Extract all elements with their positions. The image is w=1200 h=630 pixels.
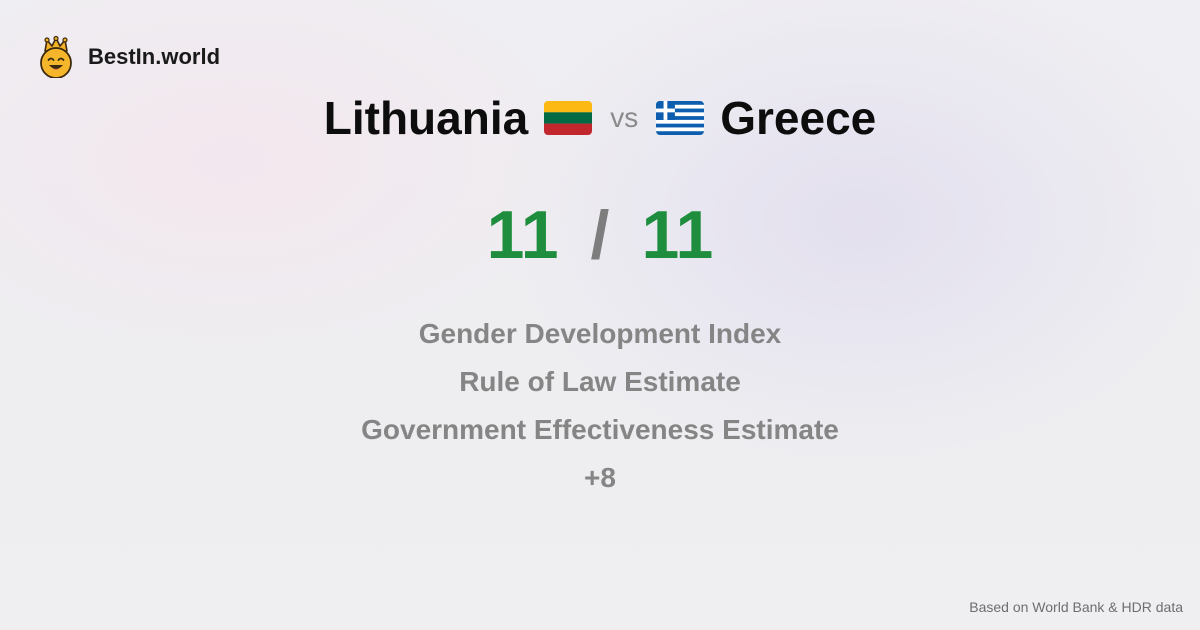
right-country-name: Greece [720, 92, 877, 144]
brand-name: BestIn.world [88, 44, 221, 69]
score-separator: / [590, 197, 610, 273]
more-metrics-count: +8 [584, 462, 616, 493]
vs-label: vs [610, 102, 639, 133]
greece-flag-icon [656, 101, 705, 135]
metric-item: Government Effectiveness Estimate [361, 414, 839, 445]
lithuania-flag-icon [544, 101, 593, 135]
left-country-name: Lithuania [323, 92, 529, 144]
right-score: 11 [641, 197, 714, 273]
metric-item: Gender Development Index [418, 318, 782, 349]
metrics-list: Gender Development Index Rule of Law Est… [0, 310, 1200, 502]
comparison-title: Lithuania vs Greece [0, 86, 1200, 150]
brand-logo[interactable]: BestIn.world [38, 36, 220, 78]
metric-item: Rule of Law Estimate [459, 366, 741, 397]
data-source-note: Based on World Bank & HDR data [969, 599, 1183, 615]
score-row: 11 / 11 [0, 190, 1200, 280]
crown-smiley-icon [40, 36, 72, 78]
left-score: 11 [486, 197, 559, 273]
